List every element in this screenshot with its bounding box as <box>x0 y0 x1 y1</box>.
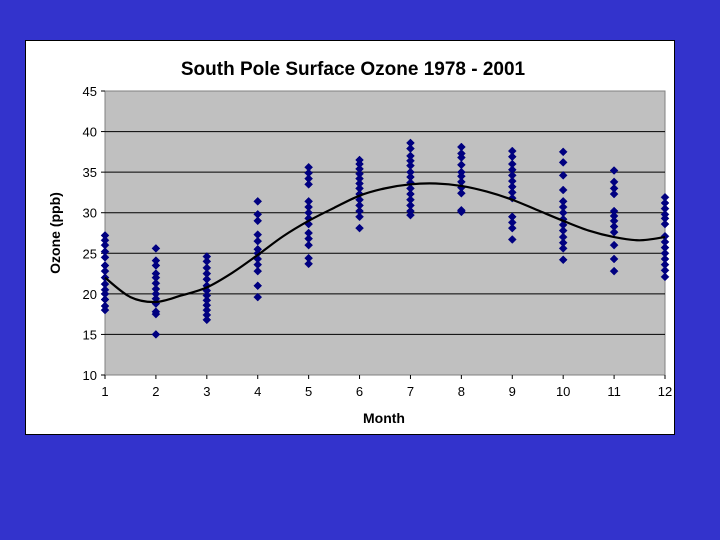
data-point <box>609 240 619 250</box>
data-point <box>253 281 263 291</box>
y-tick-label: 15 <box>83 327 97 342</box>
data-point <box>558 171 568 180</box>
x-tick-label: 3 <box>203 384 210 399</box>
data-point <box>355 223 364 233</box>
data-point <box>304 240 313 250</box>
data-point <box>558 158 568 167</box>
y-tick-label: 25 <box>83 246 97 261</box>
data-point <box>151 309 161 319</box>
data-point <box>355 212 364 222</box>
x-tick-label: 1 <box>101 384 108 399</box>
y-tick-label: 40 <box>83 125 97 140</box>
x-tick-label: 7 <box>407 384 414 399</box>
data-point <box>507 235 517 244</box>
data-point <box>609 189 619 199</box>
data-point <box>253 216 263 226</box>
x-tick-label: 11 <box>607 384 621 399</box>
x-axis-label: Month <box>363 410 405 426</box>
grid-lines <box>105 131 665 335</box>
chart-panel: South Pole Surface Ozone 1978 - 2001 10 1… <box>25 40 675 435</box>
data-point <box>457 207 466 217</box>
data-point <box>558 147 568 157</box>
data-point <box>253 266 263 276</box>
data-point <box>253 197 263 206</box>
data-point <box>304 259 313 269</box>
data-point <box>558 244 568 253</box>
data-point <box>304 179 313 189</box>
plot-area <box>104 90 666 376</box>
y-axis-label: Ozone (ppb) <box>47 192 63 274</box>
data-point <box>609 254 619 264</box>
data-point <box>609 266 619 276</box>
y-tick-label: 20 <box>83 287 97 302</box>
data-point <box>406 210 415 220</box>
x-tick-label: 8 <box>458 384 465 399</box>
data-point <box>100 305 110 315</box>
data-point <box>151 330 161 339</box>
data-point <box>202 315 212 325</box>
trend-line <box>104 182 666 304</box>
y-tick-label: 45 <box>83 84 97 99</box>
y-tick-label: 30 <box>83 206 97 221</box>
x-tick-label: 4 <box>254 384 261 399</box>
x-axis-ticks: 1 2 3 4 5 6 7 8 9 10 11 12 <box>101 375 672 399</box>
data-point <box>151 244 161 253</box>
x-tick-label: 10 <box>556 384 570 399</box>
data-point <box>507 223 517 233</box>
x-tick-label: 2 <box>152 384 159 399</box>
x-tick-label: 5 <box>305 384 312 399</box>
y-tick-label: 10 <box>83 368 97 383</box>
x-tick-label: 12 <box>658 384 672 399</box>
x-tick-label: 6 <box>356 384 363 399</box>
data-point <box>660 272 670 282</box>
x-tick-label: 9 <box>509 384 516 399</box>
y-axis-ticks: 10 15 20 25 30 35 40 45 <box>83 84 105 383</box>
data-point <box>558 255 568 265</box>
y-tick-label: 35 <box>83 165 97 180</box>
data-point <box>558 185 568 195</box>
data-point <box>253 292 263 302</box>
data-point <box>457 188 466 198</box>
chart-title: South Pole Surface Ozone 1978 - 2001 <box>181 59 526 80</box>
data-point <box>660 219 670 229</box>
ozone-chart: South Pole Surface Ozone 1978 - 2001 101… <box>47 59 672 426</box>
data-point <box>609 166 619 175</box>
